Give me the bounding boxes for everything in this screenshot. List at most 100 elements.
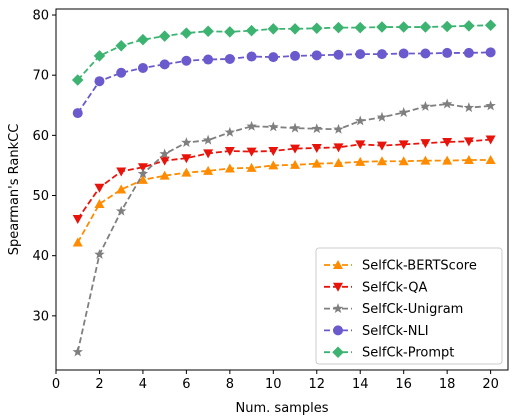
x-tick-label: 16: [395, 377, 412, 392]
data-point-selfck-qa: [485, 135, 496, 145]
data-point-selfck-prompt: [224, 26, 236, 38]
data-point-selfck-nli: [311, 50, 322, 61]
data-point-selfck-qa: [94, 183, 105, 193]
data-point-selfck-bertscore: [442, 155, 453, 165]
legend-marker-selfck-nli: [333, 325, 343, 336]
y-tick-label: 50: [32, 189, 49, 204]
data-point-selfck-nli: [463, 47, 474, 58]
data-point-selfck-prompt: [484, 19, 497, 31]
data-point-selfck-prompt: [354, 21, 366, 34]
data-point-selfck-qa: [290, 144, 301, 154]
series-line-selfck-bertscore: [76, 159, 491, 243]
data-point-selfck-qa: [159, 156, 170, 166]
data-point-selfck-bertscore: [463, 155, 474, 165]
data-point-selfck-unigram: [137, 168, 149, 179]
data-point-selfck-prompt: [397, 21, 410, 33]
legend-label-selfck-qa: SelfCk-QA: [362, 280, 427, 295]
data-point-selfck-unigram: [115, 205, 127, 216]
data-point-selfck-nli: [94, 76, 105, 87]
data-point-selfck-nli: [181, 55, 192, 66]
legend: SelfCk-BERTScore SelfCk-QA SelfCk-Unigram S…: [315, 247, 503, 365]
data-point-selfck-qa: [203, 149, 214, 159]
legend-marker-selfck-prompt: [332, 346, 344, 358]
data-point-selfck-bertscore: [268, 160, 279, 170]
y-tick-label: 40: [32, 249, 49, 264]
data-point-selfck-unigram: [333, 123, 344, 134]
data-point-selfck-unigram: [441, 98, 453, 109]
data-point-selfck-qa: [442, 137, 453, 147]
legend-box: [315, 247, 503, 365]
data-point-selfck-prompt: [289, 23, 301, 35]
x-tick-label: 20: [482, 377, 499, 392]
x-tick-label: 14: [352, 377, 369, 392]
data-point-selfck-nli: [376, 49, 387, 60]
data-point-selfck-unigram: [72, 346, 83, 357]
data-point-selfck-bertscore: [355, 156, 366, 166]
data-point-selfck-nli: [72, 108, 83, 119]
data-point-selfck-qa: [224, 146, 235, 156]
data-point-selfck-nli: [333, 49, 344, 60]
series-line-selfck-unigram: [76, 103, 491, 353]
data-point-selfck-bertscore: [246, 162, 257, 172]
data-point-selfck-bertscore: [72, 237, 83, 247]
data-point-selfck-qa: [398, 140, 409, 150]
data-point-selfck-prompt: [202, 25, 214, 38]
data-point-selfck-bertscore: [311, 158, 322, 168]
x-tick-label: 0: [52, 377, 60, 392]
data-point-selfck-unigram: [485, 100, 496, 111]
data-point-selfck-nli: [290, 50, 301, 61]
data-point-selfck-nli: [116, 67, 127, 78]
data-point-selfck-prompt: [311, 22, 323, 35]
x-tick-label: 6: [182, 377, 190, 392]
series-line-selfck-qa: [76, 138, 491, 220]
legend-label-selfck-prompt: SelfCk-Prompt: [362, 346, 454, 361]
data-point-selfck-unigram: [398, 106, 409, 117]
data-point-selfck-prompt: [441, 20, 453, 33]
data-point-selfck-nli: [398, 48, 409, 59]
x-tick-label: 4: [139, 377, 147, 392]
data-point-selfck-qa: [181, 154, 192, 164]
data-point-selfck-nli: [203, 54, 214, 65]
data-point-selfck-unigram: [420, 100, 431, 111]
data-point-selfck-qa: [420, 139, 431, 149]
data-point-selfck-nli: [485, 47, 496, 58]
data-point-selfck-bertscore: [290, 159, 301, 169]
data-point-selfck-unigram: [268, 121, 279, 132]
data-point-selfck-unigram: [159, 148, 170, 159]
data-point-selfck-unigram: [289, 122, 301, 133]
data-point-selfck-bertscore: [116, 184, 127, 194]
legend-marker-selfck-qa: [333, 282, 343, 292]
data-point-selfck-bertscore: [203, 165, 214, 175]
data-point-selfck-prompt: [267, 23, 280, 35]
data-point-selfck-prompt: [245, 24, 258, 37]
data-point-selfck-unigram: [246, 120, 257, 131]
data-point-selfck-qa: [463, 137, 474, 147]
data-point-selfck-nli: [420, 48, 431, 59]
data-point-selfck-bertscore: [181, 167, 192, 177]
x-tick-label: 18: [439, 377, 456, 392]
data-point-selfck-qa: [268, 146, 279, 156]
legend-marker-selfck-bertscore: [333, 260, 343, 269]
data-point-selfck-nli: [442, 47, 453, 58]
data-point-selfck-qa: [311, 143, 322, 153]
data-point-selfck-unigram: [94, 248, 105, 259]
data-point-selfck-unigram: [376, 111, 388, 122]
data-point-selfck-bertscore: [94, 198, 105, 208]
data-point-selfck-qa: [116, 167, 127, 177]
data-point-selfck-unigram: [181, 137, 192, 148]
data-point-selfck-unigram: [224, 126, 236, 137]
data-point-selfck-qa: [137, 163, 148, 173]
data-point-selfck-prompt: [158, 30, 171, 42]
x-tick-label: 2: [95, 377, 103, 392]
data-point-selfck-bertscore: [159, 170, 170, 180]
x-tick-label: 10: [265, 377, 282, 392]
data-point-selfck-prompt: [71, 74, 84, 86]
data-point-selfck-unigram: [463, 102, 475, 113]
legend-marker-selfck-unigram: [332, 303, 344, 314]
data-point-selfck-bertscore: [398, 156, 409, 166]
data-point-selfck-prompt: [93, 50, 106, 62]
data-point-selfck-qa: [333, 143, 344, 153]
data-point-selfck-bertscore: [333, 158, 344, 168]
data-point-selfck-qa: [246, 147, 257, 157]
data-point-selfck-unigram: [202, 134, 214, 145]
